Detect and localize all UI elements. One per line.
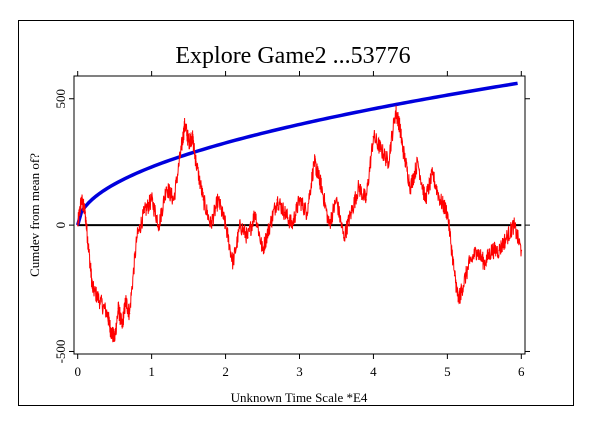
chart-title: Explore Game2 ...53776: [175, 43, 410, 69]
cumdev-point: [328, 224, 330, 226]
cumdev-point: [165, 186, 168, 188]
x-tick-label: 5: [444, 364, 451, 379]
cumdev-point: [80, 199, 83, 201]
cumdev-point: [409, 186, 412, 188]
cumdev-point: [117, 307, 120, 310]
cumdev-point: [402, 148, 404, 151]
cumdev-point: [453, 274, 456, 277]
cumdev-point: [209, 224, 212, 226]
cumdev-point: [202, 199, 205, 201]
y-tick-label: -500: [53, 340, 68, 364]
cumdev-point: [283, 211, 286, 214]
cumdev-point: [505, 236, 508, 239]
cumdev-point: [187, 140, 190, 143]
cumdev-point: [110, 330, 112, 333]
cumdev-point: [191, 135, 194, 138]
x-tick-label: 0: [74, 364, 81, 379]
cumdev-point: [446, 211, 449, 214]
cumdev-point: [180, 148, 183, 151]
cumdev-point: [520, 249, 523, 252]
cumdev-point: [313, 161, 316, 163]
cumdev-point: [357, 186, 360, 188]
cumdev-point: [136, 236, 138, 239]
cumdev-series-line: [77, 105, 522, 343]
cumdev-point: [239, 224, 242, 226]
x-tick-label: 4: [370, 364, 377, 379]
cumdev-point: [87, 249, 90, 252]
x-tick-label: 3: [296, 364, 303, 379]
cumdev-point: [76, 224, 79, 226]
cumdev-point: [113, 338, 116, 340]
y-axis-label: Cumdev from mean of?: [27, 153, 42, 277]
cumdev-point: [276, 199, 279, 201]
cumdev-point: [91, 287, 94, 290]
y-tick-label: 500: [53, 89, 68, 109]
cumdev-point: [343, 236, 345, 239]
cumdev-point: [398, 123, 401, 125]
cumdev-point: [261, 249, 264, 252]
cumdev-point: [291, 224, 293, 226]
x-tick-label: 1: [148, 364, 155, 379]
cumdev-point: [124, 300, 127, 302]
x-axis: 0 1 2 3 4 5 6: [74, 71, 525, 379]
cumdev-point: [143, 211, 146, 214]
cumdev-point: [84, 211, 86, 214]
cumdev-point: [387, 161, 390, 163]
x-axis-label: Unknown Time Scale *E4: [231, 390, 368, 405]
y-tick-label: 0: [53, 222, 68, 229]
envelope-curve: [76, 81, 518, 226]
cumdev-point: [416, 161, 419, 163]
cumdev-point: [424, 199, 426, 201]
cumdev-point: [394, 110, 397, 113]
cumdev-point: [335, 199, 338, 201]
x-tick-label: 2: [222, 364, 229, 379]
cumdev-point: [106, 312, 109, 315]
cumdev-point: [372, 135, 375, 138]
cumdev-point: [121, 325, 123, 328]
cumdev-point: [150, 199, 153, 201]
x-tick-label: 6: [518, 364, 525, 379]
cumdev-point: [173, 199, 175, 201]
cumdev-point: [350, 211, 353, 214]
cumdev-point: [365, 199, 367, 201]
cumdev-point: [513, 224, 515, 226]
cumdev-point: [158, 224, 160, 226]
cumdev-point: [99, 300, 101, 302]
cumdev-point: [254, 211, 256, 214]
cumdev-point: [439, 199, 441, 201]
cumdev-point: [306, 211, 308, 214]
cumdev-point: [195, 161, 197, 163]
cumdev-point: [461, 287, 463, 290]
cumdev-point: [232, 262, 234, 264]
cumdev-point: [468, 262, 471, 264]
cumdev-point: [476, 249, 478, 252]
cumdev-point: [128, 312, 131, 315]
plot-area: [73, 75, 526, 355]
cumdev-point: [217, 199, 219, 201]
y-axis: -500 0 500: [53, 89, 530, 363]
cumdev-point: [317, 173, 319, 176]
cumdev-point: [184, 123, 186, 125]
cumdev-point: [457, 300, 460, 302]
cumdev-point: [380, 148, 382, 151]
cumdev-point: [490, 249, 493, 252]
cumdev-point: [224, 224, 227, 226]
cumdev-point: [269, 224, 271, 226]
cumdev-point: [431, 173, 434, 176]
cumdev-point: [246, 236, 249, 239]
cumdev-point: [498, 249, 500, 252]
cumdev-point: [298, 199, 301, 201]
cumdev-points: [76, 110, 523, 340]
cumdev-point: [483, 262, 486, 264]
cumdev-point: [320, 186, 323, 188]
